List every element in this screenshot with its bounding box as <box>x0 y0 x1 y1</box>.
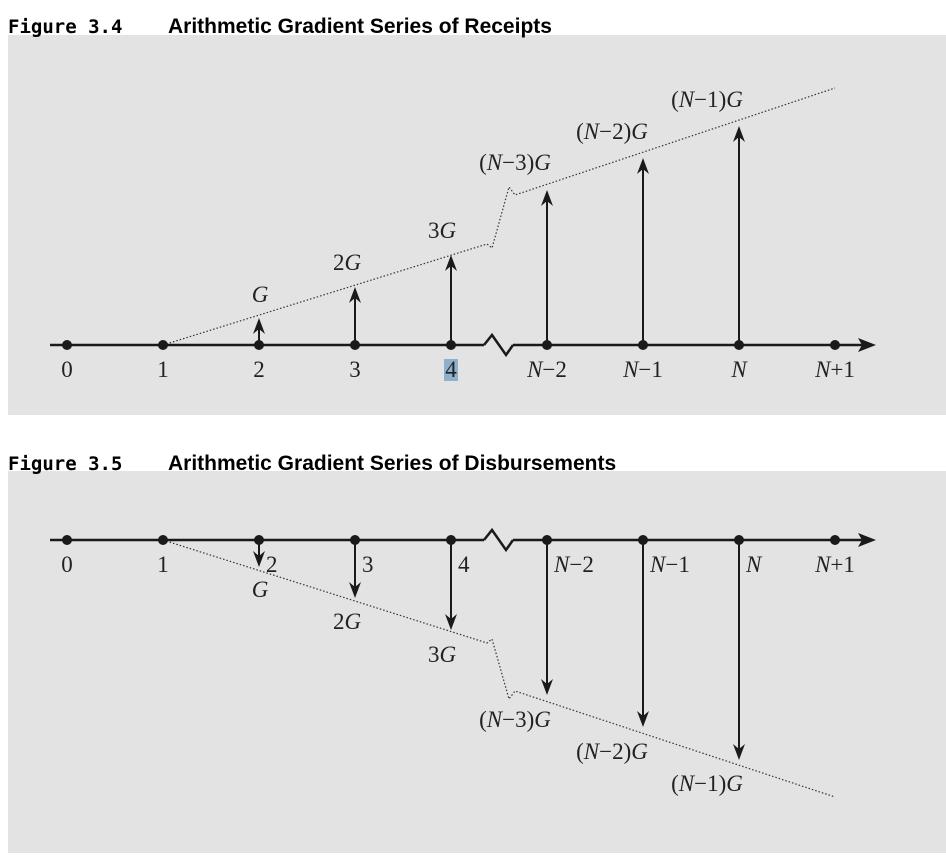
period-label: 4 <box>458 552 470 577</box>
arrowhead <box>733 744 745 760</box>
period-point <box>62 340 72 350</box>
panel <box>8 471 946 853</box>
figure-title: Arithmetic Gradient Series of Receipts <box>168 15 552 38</box>
arrowhead <box>349 582 361 598</box>
period-label: 1 <box>157 357 169 382</box>
period-label: 0 <box>61 552 73 577</box>
selection-highlight <box>444 359 458 381</box>
figure-number: Figure 3.5 <box>8 453 122 475</box>
period-label: 4 <box>445 357 457 382</box>
period-label: N+1 <box>814 552 855 577</box>
period-label: N+1 <box>814 357 855 382</box>
period-label: N−2 <box>526 357 567 382</box>
cash-flow-label: (N−3)G <box>479 150 551 175</box>
period-point <box>158 535 168 545</box>
cash-flow-label: 3G <box>428 642 457 667</box>
cash-flow-label: G <box>252 282 269 307</box>
period-label: 3 <box>349 357 361 382</box>
axis-break <box>483 332 515 358</box>
figure-number: Figure 3.4 <box>8 16 122 38</box>
cash-flow-label: 3G <box>428 218 457 243</box>
cash-flow-label: (N−1)G <box>671 87 743 112</box>
period-point <box>158 340 168 350</box>
period-label: N−2 <box>553 552 594 577</box>
arrowhead <box>733 126 745 142</box>
axis-arrowhead <box>858 338 876 352</box>
cash-flow-label: 2G <box>333 609 362 634</box>
cash-flow-label: (N−1)G <box>671 771 743 796</box>
cash-flow-label: (N−2)G <box>576 119 648 144</box>
cash-flow-label: 2G <box>333 250 362 275</box>
period-point <box>62 535 72 545</box>
period-point <box>830 535 840 545</box>
cash-flow-label: (N−3)G <box>479 707 551 732</box>
arrowhead <box>541 679 553 695</box>
arrowhead <box>637 158 649 174</box>
cash-flow-label: (N−2)G <box>576 739 648 764</box>
cash-flow-label: G <box>252 577 269 602</box>
period-label: N−1 <box>649 552 690 577</box>
period-label: N <box>745 552 763 577</box>
arrowhead <box>445 614 457 630</box>
arrowhead <box>253 551 265 567</box>
panel <box>8 35 946 415</box>
axis-arrowhead <box>858 533 876 547</box>
arrowhead <box>445 255 457 271</box>
axis-break <box>483 527 515 553</box>
arrowhead <box>541 190 553 206</box>
figure-title: Arithmetic Gradient Series of Disburseme… <box>168 452 616 475</box>
arrowhead <box>253 318 265 334</box>
period-label: N <box>730 357 748 382</box>
period-label: 2 <box>266 552 278 577</box>
period-label: N−1 <box>622 357 663 382</box>
arrowhead <box>349 287 361 303</box>
period-label: 2 <box>253 357 265 382</box>
period-point <box>830 340 840 350</box>
arrowhead <box>637 711 649 727</box>
period-label: 3 <box>362 552 374 577</box>
period-label: 1 <box>157 552 169 577</box>
period-label: 0 <box>61 357 73 382</box>
